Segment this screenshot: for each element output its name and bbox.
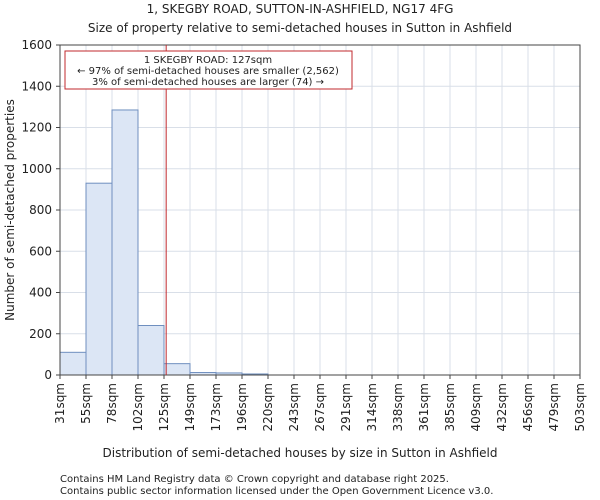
- bar-102sqm: [137, 325, 165, 376]
- x-axis-label: Distribution of semi-detached houses by …: [103, 446, 498, 460]
- x-tick-label: 55sqm: [79, 383, 93, 424]
- y-tick-label: 1200: [21, 121, 52, 135]
- y-tick-label: 600: [29, 244, 52, 258]
- y-tick-label: 0: [44, 368, 52, 382]
- x-tick-label: 78sqm: [105, 383, 119, 424]
- bar-78sqm: [111, 109, 139, 376]
- x-tick-label: 267sqm: [313, 383, 327, 431]
- x-tick-label: 243sqm: [287, 383, 301, 431]
- bar-55sqm: [85, 182, 113, 376]
- x-tick-label: 503sqm: [573, 383, 587, 431]
- bars: [59, 109, 269, 376]
- x-tick-label: 291sqm: [339, 383, 353, 431]
- x-tick-label: 102sqm: [131, 383, 145, 431]
- annotation-line3: 3% of semi-detached houses are larger (7…: [92, 77, 324, 88]
- x-tick-label: 432sqm: [495, 383, 509, 431]
- chart-title-line2: Size of property relative to semi-detach…: [88, 21, 512, 35]
- footer-line1: Contains HM Land Registry data © Crown c…: [60, 474, 449, 485]
- y-tick-label: 1400: [21, 79, 52, 93]
- bar-31sqm: [59, 351, 87, 376]
- x-tick-label: 125sqm: [157, 383, 171, 431]
- y-tick-label: 200: [29, 327, 52, 341]
- x-tick-label: 314sqm: [365, 383, 379, 431]
- x-axis-ticks: 31sqm 55sqm 78sqm 102sqm 125sqm 149sqm 173sqm 1…: [53, 375, 587, 431]
- y-axis-ticks: 0 200 400 600 800 1000 1200 1400 1600: [21, 38, 60, 382]
- y-axis-label: Number of semi-detached properties: [3, 99, 17, 321]
- x-tick-label: 149sqm: [183, 383, 197, 431]
- x-tick-label: 196sqm: [235, 383, 249, 431]
- annotation-box: [64, 50, 353, 90]
- y-tick-label: 1600: [21, 38, 52, 52]
- chart-title-line1: 1, SKEGBY ROAD, SUTTON-IN-ASHFIELD, NG17…: [147, 2, 454, 16]
- x-tick-label: 31sqm: [53, 383, 67, 424]
- x-tick-label: 385sqm: [443, 383, 457, 431]
- annotation-line1: 1 SKEGBY ROAD: 127sqm: [144, 55, 272, 66]
- x-tick-label: 456sqm: [521, 383, 535, 431]
- y-tick-label: 800: [29, 203, 52, 217]
- x-tick-label: 409sqm: [469, 383, 483, 431]
- x-tick-label: 220sqm: [261, 383, 275, 431]
- y-tick-label: 400: [29, 286, 52, 300]
- footer-line2: Contains public sector information licen…: [60, 486, 493, 497]
- x-tick-label: 479sqm: [547, 383, 561, 431]
- x-tick-label: 173sqm: [209, 383, 223, 431]
- y-tick-label: 1000: [21, 162, 52, 176]
- x-tick-label: 361sqm: [417, 383, 431, 431]
- x-tick-label: 338sqm: [391, 383, 405, 431]
- annotation-line2: ← 97% of semi-detached houses are smalle…: [77, 66, 339, 77]
- bar-125sqm: [163, 363, 191, 376]
